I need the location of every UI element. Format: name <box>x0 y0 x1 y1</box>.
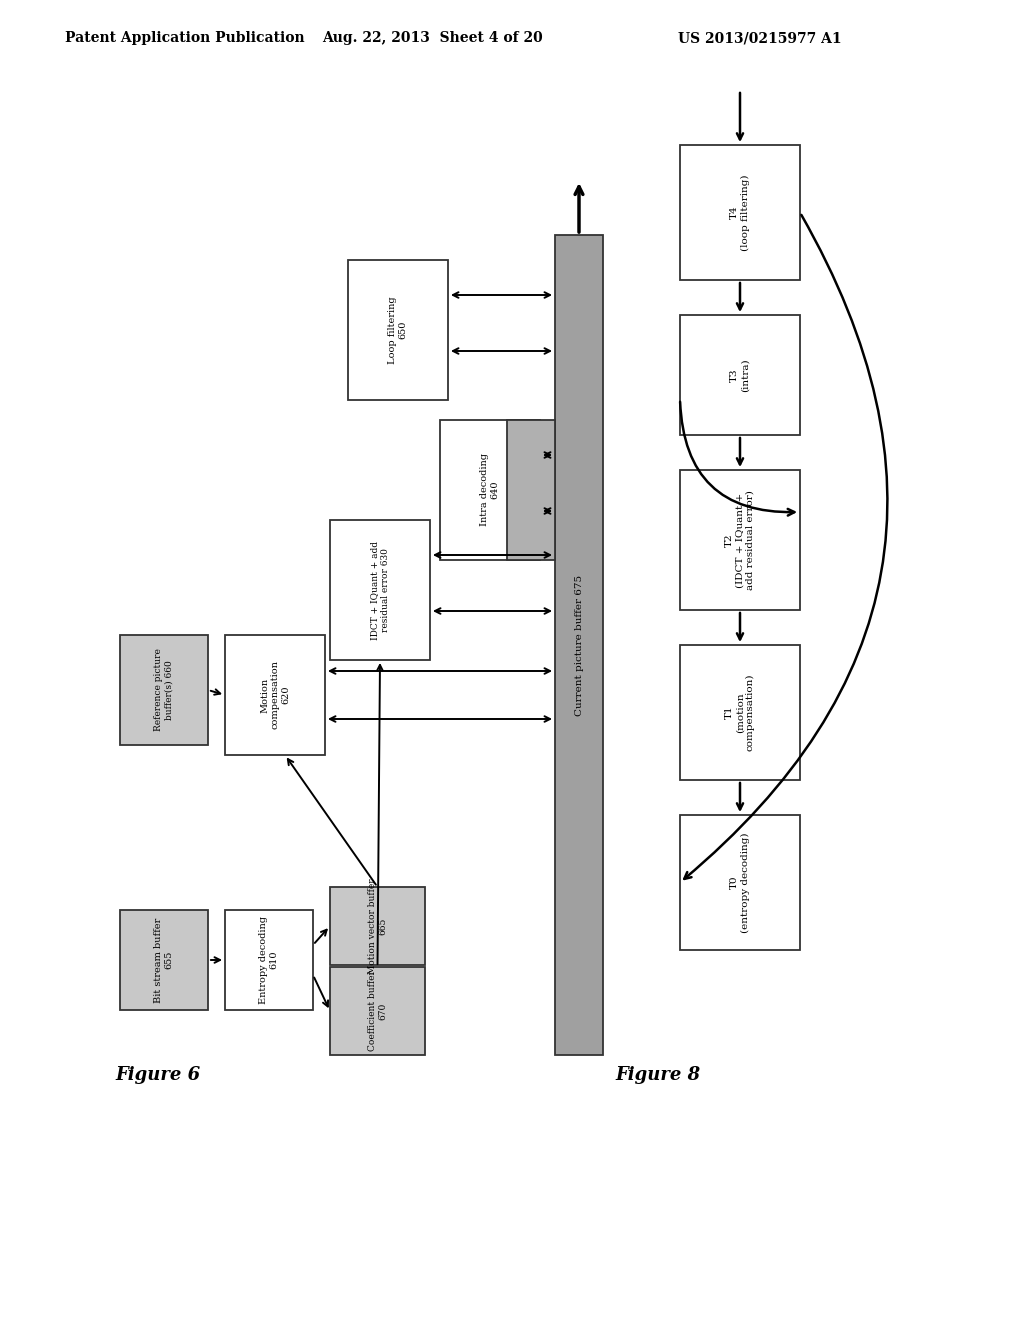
Text: T3
(intra): T3 (intra) <box>730 358 750 392</box>
Text: Aug. 22, 2013  Sheet 4 of 20: Aug. 22, 2013 Sheet 4 of 20 <box>322 30 543 45</box>
Bar <box>348 260 449 400</box>
Bar <box>680 645 800 780</box>
Bar <box>120 635 208 744</box>
Text: Motion
compensation
620: Motion compensation 620 <box>260 660 290 730</box>
Text: Loop filtering
650: Loop filtering 650 <box>388 296 408 364</box>
Text: Entropy decoding
610: Entropy decoding 610 <box>259 916 279 1005</box>
Bar <box>225 909 313 1010</box>
Text: T1
(motion
compensation): T1 (motion compensation) <box>725 673 755 751</box>
Text: Reference picture
buffer(s) 660: Reference picture buffer(s) 660 <box>155 648 174 731</box>
Bar <box>555 235 603 1055</box>
Bar <box>330 968 425 1055</box>
Text: T0
(entropy decoding): T0 (entropy decoding) <box>730 832 750 933</box>
Bar <box>507 420 555 560</box>
Text: IDCT + IQuant + add
residual error 630: IDCT + IQuant + add residual error 630 <box>371 540 390 639</box>
Text: Intra decoding
640: Intra decoding 640 <box>480 454 500 527</box>
Bar <box>680 814 800 950</box>
Bar <box>680 470 800 610</box>
Text: Current picture buffer 675: Current picture buffer 675 <box>574 574 584 715</box>
Bar <box>440 420 540 560</box>
Text: Figure 6: Figure 6 <box>115 1067 200 1084</box>
Text: T4
(loop filtering): T4 (loop filtering) <box>730 174 750 251</box>
Bar <box>225 635 325 755</box>
Bar <box>330 887 425 965</box>
Bar <box>680 145 800 280</box>
Text: Bit stream buffer
655: Bit stream buffer 655 <box>155 917 174 1003</box>
Text: Motion vector buffer
665: Motion vector buffer 665 <box>368 878 387 974</box>
Text: Figure 8: Figure 8 <box>615 1067 700 1084</box>
Text: T2
(IDCT + IQuant +
add residual error): T2 (IDCT + IQuant + add residual error) <box>725 490 755 590</box>
Bar <box>120 909 208 1010</box>
Text: US 2013/0215977 A1: US 2013/0215977 A1 <box>678 30 842 45</box>
Bar <box>330 520 430 660</box>
Text: Patent Application Publication: Patent Application Publication <box>66 30 305 45</box>
Text: Coefficient buffer
670: Coefficient buffer 670 <box>368 970 387 1052</box>
Bar <box>680 315 800 436</box>
